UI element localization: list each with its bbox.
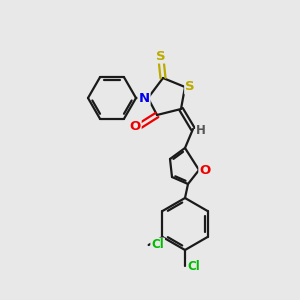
Text: Cl: Cl [188, 260, 200, 272]
Text: S: S [156, 50, 166, 62]
Text: Cl: Cl [151, 238, 164, 251]
Text: S: S [185, 80, 195, 94]
Text: O: O [200, 164, 211, 176]
Text: O: O [129, 121, 141, 134]
Text: H: H [196, 124, 206, 137]
Text: N: N [138, 92, 150, 104]
